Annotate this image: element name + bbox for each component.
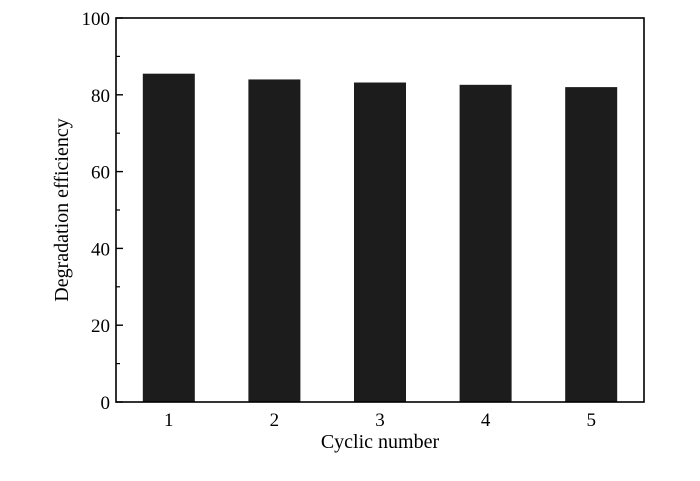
x-axis-ticks: 1 2 3 4 5 — [164, 410, 596, 431]
x-tick-label: 5 — [586, 410, 596, 431]
y-tick-label: 100 — [82, 9, 111, 30]
x-tick-label: 4 — [481, 410, 491, 431]
y-tick-label: 80 — [91, 86, 110, 107]
bar-3 — [354, 82, 406, 403]
bar-4 — [459, 84, 512, 402]
bar-2 — [248, 79, 301, 402]
x-axis-label: Cyclic number — [321, 431, 440, 453]
bar-5 — [565, 87, 618, 403]
y-tick-label: 60 — [91, 163, 110, 184]
y-tick-label: 20 — [91, 316, 110, 337]
x-tick-label: 1 — [164, 410, 174, 431]
bar-1 — [142, 73, 195, 403]
y-axis-label: Degradation efficiency — [51, 118, 73, 301]
x-tick-label: 3 — [375, 410, 385, 431]
y-tick-label: 40 — [91, 239, 110, 260]
bars-group — [142, 73, 618, 403]
x-tick-label: 2 — [270, 410, 280, 431]
y-axis-ticks: 0 20 40 60 80 100 — [82, 9, 123, 414]
y-tick-label: 0 — [101, 393, 111, 414]
